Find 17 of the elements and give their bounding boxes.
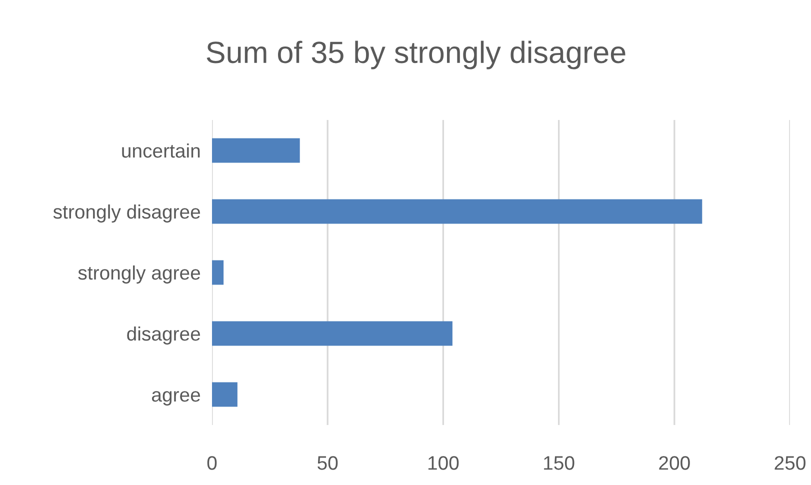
x-tick-label: 50 [318, 456, 338, 470]
y-tick-label: strongly agree [78, 265, 200, 284]
y-tick-label: uncertain [122, 143, 200, 158]
bar [212, 199, 702, 224]
x-tick-label: 200 [659, 456, 690, 470]
y-tick-label: disagree [127, 326, 200, 345]
chart-title: Sum of 35 by strongly disagree [206, 40, 626, 70]
x-tick-label: 0 [207, 456, 217, 470]
bar [212, 260, 224, 285]
y-tick-label: agree [152, 391, 200, 406]
bar [212, 321, 452, 346]
bar [212, 138, 300, 163]
x-tick-label: 150 [544, 456, 574, 470]
y-tick-label: strongly disagree [53, 204, 200, 223]
x-tick-label: 250 [774, 456, 806, 470]
x-tick-label: 100 [428, 456, 459, 470]
bar [212, 382, 238, 407]
